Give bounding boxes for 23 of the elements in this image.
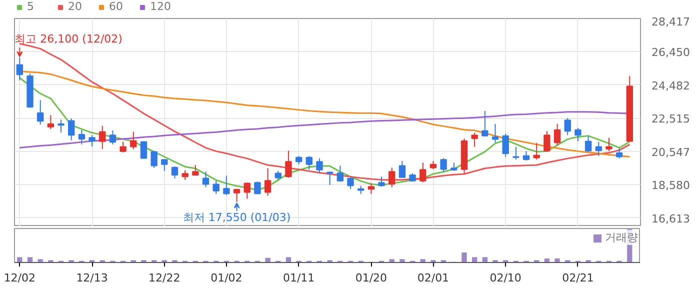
annotation: 최저 17,550 (01/03) (182, 211, 291, 224)
x-tick-label: 12/02 (4, 272, 36, 284)
legend-label: 20 (68, 0, 83, 13)
x-tick-label: 01/20 (355, 272, 388, 284)
x-tick-label: 12/22 (148, 272, 180, 284)
x-tick-label: 01/11 (282, 272, 315, 284)
x-tick-label: 02/10 (490, 272, 522, 284)
y-tick-label: 16,613 (652, 212, 690, 226)
legend-label: 5 (27, 0, 35, 13)
y-tick-label: 18,580 (652, 179, 690, 192)
x-tick-label: 12/13 (76, 272, 108, 284)
legend-label: 120 (150, 0, 171, 13)
y-tick-label: 26,450 (652, 46, 690, 60)
y-tick-label: 28,417 (652, 16, 690, 28)
y-tick-label: 22,515 (652, 112, 690, 126)
x-tick-label: 02/21 (562, 272, 594, 284)
y-tick-label: 20,547 (652, 146, 690, 159)
legend-label: 거래량 (605, 230, 638, 245)
annotation: 최고 26,100 (12/02) (14, 32, 122, 46)
x-tick-label: 01/02 (210, 272, 242, 284)
x-tick-label: 02/01 (417, 272, 450, 284)
y-tick-label: 24,482 (652, 79, 690, 92)
legend-label: 60 (109, 0, 124, 13)
